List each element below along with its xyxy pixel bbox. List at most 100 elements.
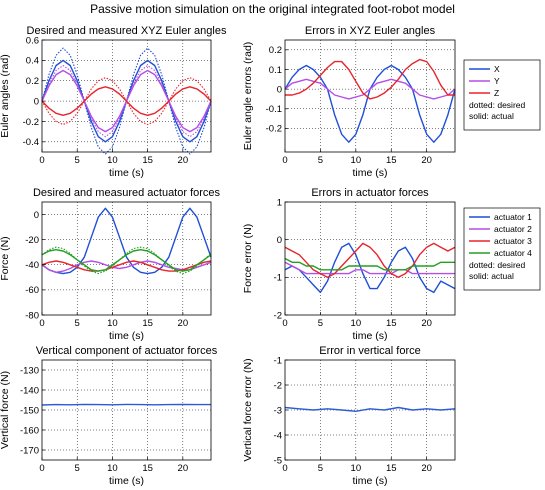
y-tick-label: -170 (20, 445, 39, 456)
y-tick-label: 0.2 (269, 45, 282, 56)
x-tick-label: 15 (386, 463, 397, 474)
y-tick-label: -0.2 (23, 117, 39, 128)
x-tick-label: 20 (178, 318, 189, 329)
x-axis-label: time (s) (353, 330, 388, 342)
legend-note-actual: solid: actual (469, 111, 514, 121)
axes-frame (41, 39, 212, 153)
x-tick-label: 15 (142, 155, 153, 166)
y-tick-label: -160 (20, 425, 39, 436)
y-tick-label: -3 (274, 405, 282, 416)
series-line-actuator-4-desired (41, 246, 212, 275)
x-tick-label: 20 (178, 463, 189, 474)
axes-frame (41, 201, 212, 316)
x-tick-label: 5 (75, 463, 80, 474)
y-tick-label: 0.2 (26, 76, 39, 87)
y-tick-label: 0 (277, 84, 282, 95)
y-tick-label: 0.1 (269, 65, 282, 76)
x-tick-label: 10 (351, 463, 362, 474)
series-line-actuator-3 (41, 260, 212, 272)
series-line-actuator-1 (284, 242, 456, 294)
series-line-actuator-3 (284, 242, 456, 278)
legend-note-desired: dotted: desired (469, 100, 526, 110)
y-tick-label: -40 (25, 260, 39, 271)
x-axis-label: time (s) (109, 330, 144, 342)
legend-forces: actuator 1 actuator 2 actuator 3 actuator 4… (463, 207, 541, 291)
chart-4: 0 5 10 15 20 -2 -1 0 1 Errors in actuator forces t… (242, 187, 456, 342)
x-axis-label: time (s) (353, 475, 388, 487)
y-tick-label: 1 (277, 197, 282, 208)
y-tick-label: -2 (274, 380, 282, 391)
plot-area (42, 40, 211, 152)
x-tick-label: 15 (142, 463, 153, 474)
x-tick-label: 5 (75, 318, 80, 329)
y-tick-label: -5 (274, 455, 282, 466)
y-tick-label: 0 (34, 96, 39, 107)
series-line-z (285, 58, 455, 100)
x-tick-label: 10 (351, 318, 362, 329)
legend-label: actuator 4 (494, 248, 532, 258)
figure-title: Passive motion simulation on the origina… (90, 2, 455, 16)
x-tick-label: 20 (421, 155, 432, 166)
y-tick-label: -140 (20, 385, 39, 396)
chart-title: Error in vertical force (319, 345, 420, 357)
y-tick-label: -130 (20, 365, 39, 376)
legend-label: Y (494, 76, 500, 86)
x-axis-label: time (s) (353, 167, 388, 179)
x-axis-label: time (s) (109, 167, 144, 179)
y-tick-label: -0.2 (266, 124, 282, 135)
legend-label: X (494, 64, 500, 74)
x-tick-label: 15 (386, 318, 397, 329)
chart-3: 0 5 10 15 20 -80 -60 -40 -20 0 Desired and measure… (0, 187, 221, 342)
chart-title: Vertical component of actuator forces (36, 345, 218, 357)
x-tick-label: 20 (421, 318, 432, 329)
x-tick-label: 0 (39, 155, 44, 166)
chart-title: Errors in actuator forces (311, 187, 429, 199)
y-tick-label: 0 (277, 235, 282, 246)
axes-frame (284, 201, 456, 316)
y-axis-label: Vertical force error (N) (242, 358, 254, 461)
legend-note-actual: solid: actual (469, 271, 514, 281)
y-tick-label: -60 (25, 285, 39, 296)
y-axis-label: Vertical force (N) (0, 371, 11, 449)
chart-title: Desired and measured XYZ Euler angles (27, 25, 227, 37)
x-tick-label: 5 (318, 463, 323, 474)
legend-box (463, 207, 541, 291)
x-tick-label: 0 (39, 318, 44, 329)
y-tick-label: -4 (274, 430, 282, 441)
x-tick-label: 10 (351, 155, 362, 166)
y-tick-label: -150 (20, 405, 39, 416)
axes-frame (284, 39, 456, 153)
chart-title: Errors in XYZ Euler angles (305, 25, 436, 37)
x-tick-label: 10 (107, 463, 118, 474)
x-tick-label: 20 (421, 463, 432, 474)
chart-2: 0 5 10 15 20 -0.2 -0.1 0 0.1 0.2 Errors in XYZ Eul… (242, 25, 456, 179)
chart-5: 0 5 10 15 20 -170 -160 -150 -140 -130 Vertical com… (0, 345, 218, 487)
x-tick-label: 5 (318, 155, 323, 166)
x-tick-label: 0 (282, 318, 287, 329)
x-tick-label: 15 (386, 155, 397, 166)
plot-area (42, 202, 211, 315)
x-tick-label: 0 (282, 155, 287, 166)
series-line-y (284, 78, 456, 100)
series-line-actuator-2 (284, 261, 455, 275)
legend-note-desired: dotted: desired (469, 260, 526, 270)
y-tick-label: -0.1 (266, 104, 282, 115)
y-tick-label: 0.6 (26, 35, 39, 46)
plot-area (285, 202, 455, 315)
y-tick-label: -80 (25, 310, 39, 321)
x-tick-label: 15 (142, 318, 153, 329)
x-tick-label: 10 (107, 318, 118, 329)
x-tick-label: 5 (75, 155, 80, 166)
legend-label: actuator 3 (494, 236, 532, 246)
y-axis-label: Euler angle errors (rad) (242, 42, 254, 151)
y-axis-label: Force error (N) (242, 224, 254, 293)
y-tick-label: 0 (34, 210, 39, 221)
x-tick-label: 20 (178, 155, 189, 166)
series-line-data (41, 403, 211, 406)
chart-title: Desired and measured actuator forces (33, 187, 221, 199)
y-axis-label: Force (N) (0, 236, 11, 280)
y-tick-label: -1 (274, 355, 282, 366)
x-tick-label: 10 (107, 155, 118, 166)
series-line-data (284, 406, 456, 412)
